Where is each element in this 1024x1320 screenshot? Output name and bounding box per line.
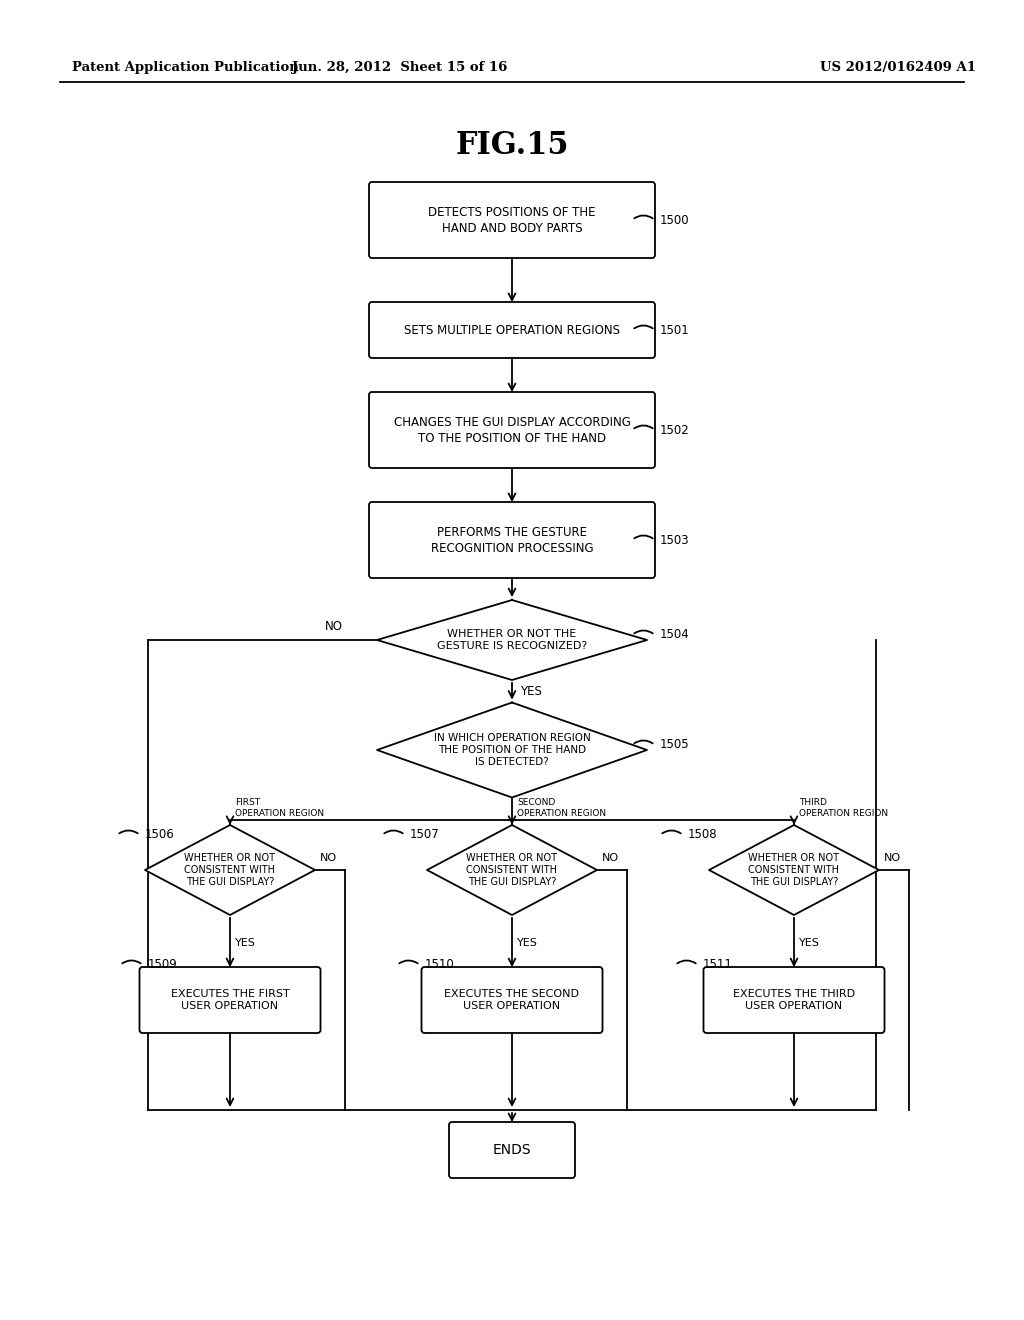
FancyBboxPatch shape [139,968,321,1034]
Text: EXECUTES THE FIRST
USER OPERATION: EXECUTES THE FIRST USER OPERATION [171,989,290,1011]
Text: 1510: 1510 [425,958,455,972]
Text: 1505: 1505 [660,738,689,751]
Text: 1504: 1504 [660,628,690,642]
Text: YES: YES [799,937,820,948]
FancyBboxPatch shape [369,302,655,358]
Polygon shape [377,702,647,797]
Text: YES: YES [520,685,542,698]
Text: EXECUTES THE SECOND
USER OPERATION: EXECUTES THE SECOND USER OPERATION [444,989,580,1011]
Text: 1509: 1509 [148,958,178,972]
Polygon shape [709,825,879,915]
FancyBboxPatch shape [369,392,655,469]
FancyBboxPatch shape [703,968,885,1034]
FancyBboxPatch shape [369,182,655,257]
Text: Patent Application Publication: Patent Application Publication [72,62,299,74]
Text: DETECTS POSITIONS OF THE
HAND AND BODY PARTS: DETECTS POSITIONS OF THE HAND AND BODY P… [428,206,596,235]
Text: EXECUTES THE THIRD
USER OPERATION: EXECUTES THE THIRD USER OPERATION [733,989,855,1011]
Text: Jun. 28, 2012  Sheet 15 of 16: Jun. 28, 2012 Sheet 15 of 16 [292,62,508,74]
Polygon shape [145,825,315,915]
Text: WHETHER OR NOT
CONSISTENT WITH
THE GUI DISPLAY?: WHETHER OR NOT CONSISTENT WITH THE GUI D… [467,853,557,887]
Text: FIG.15: FIG.15 [456,129,568,161]
Text: YES: YES [517,937,538,948]
Text: 1507: 1507 [410,829,439,842]
Text: NO: NO [319,853,337,863]
Text: WHETHER OR NOT
CONSISTENT WITH
THE GUI DISPLAY?: WHETHER OR NOT CONSISTENT WITH THE GUI D… [184,853,275,887]
Polygon shape [427,825,597,915]
Text: 1503: 1503 [660,533,689,546]
Text: CHANGES THE GUI DISPLAY ACCORDING
TO THE POSITION OF THE HAND: CHANGES THE GUI DISPLAY ACCORDING TO THE… [393,416,631,445]
Text: IN WHICH OPERATION REGION
THE POSITION OF THE HAND
IS DETECTED?: IN WHICH OPERATION REGION THE POSITION O… [433,733,591,767]
Text: 1500: 1500 [660,214,689,227]
FancyBboxPatch shape [449,1122,575,1177]
Text: THIRD
OPERATION REGION: THIRD OPERATION REGION [799,799,888,817]
FancyBboxPatch shape [422,968,602,1034]
Text: PERFORMS THE GESTURE
RECOGNITION PROCESSING: PERFORMS THE GESTURE RECOGNITION PROCESS… [431,525,593,554]
FancyBboxPatch shape [369,502,655,578]
Text: NO: NO [325,619,343,632]
Text: SECOND
OPERATION REGION: SECOND OPERATION REGION [517,799,606,817]
Text: 1506: 1506 [145,829,175,842]
Text: 1511: 1511 [703,958,733,972]
Text: NO: NO [884,853,901,863]
Text: NO: NO [602,853,620,863]
Text: FIRST
OPERATION REGION: FIRST OPERATION REGION [234,799,325,817]
Text: YES: YES [234,937,256,948]
Text: SETS MULTIPLE OPERATION REGIONS: SETS MULTIPLE OPERATION REGIONS [404,323,620,337]
Text: ENDS: ENDS [493,1143,531,1158]
Text: US 2012/0162409 A1: US 2012/0162409 A1 [820,62,976,74]
Text: 1501: 1501 [660,323,690,337]
Text: WHETHER OR NOT
CONSISTENT WITH
THE GUI DISPLAY?: WHETHER OR NOT CONSISTENT WITH THE GUI D… [749,853,840,887]
Text: 1508: 1508 [688,829,718,842]
Polygon shape [377,601,647,680]
Text: WHETHER OR NOT THE
GESTURE IS RECOGNIZED?: WHETHER OR NOT THE GESTURE IS RECOGNIZED… [437,628,587,651]
Text: 1502: 1502 [660,424,690,437]
